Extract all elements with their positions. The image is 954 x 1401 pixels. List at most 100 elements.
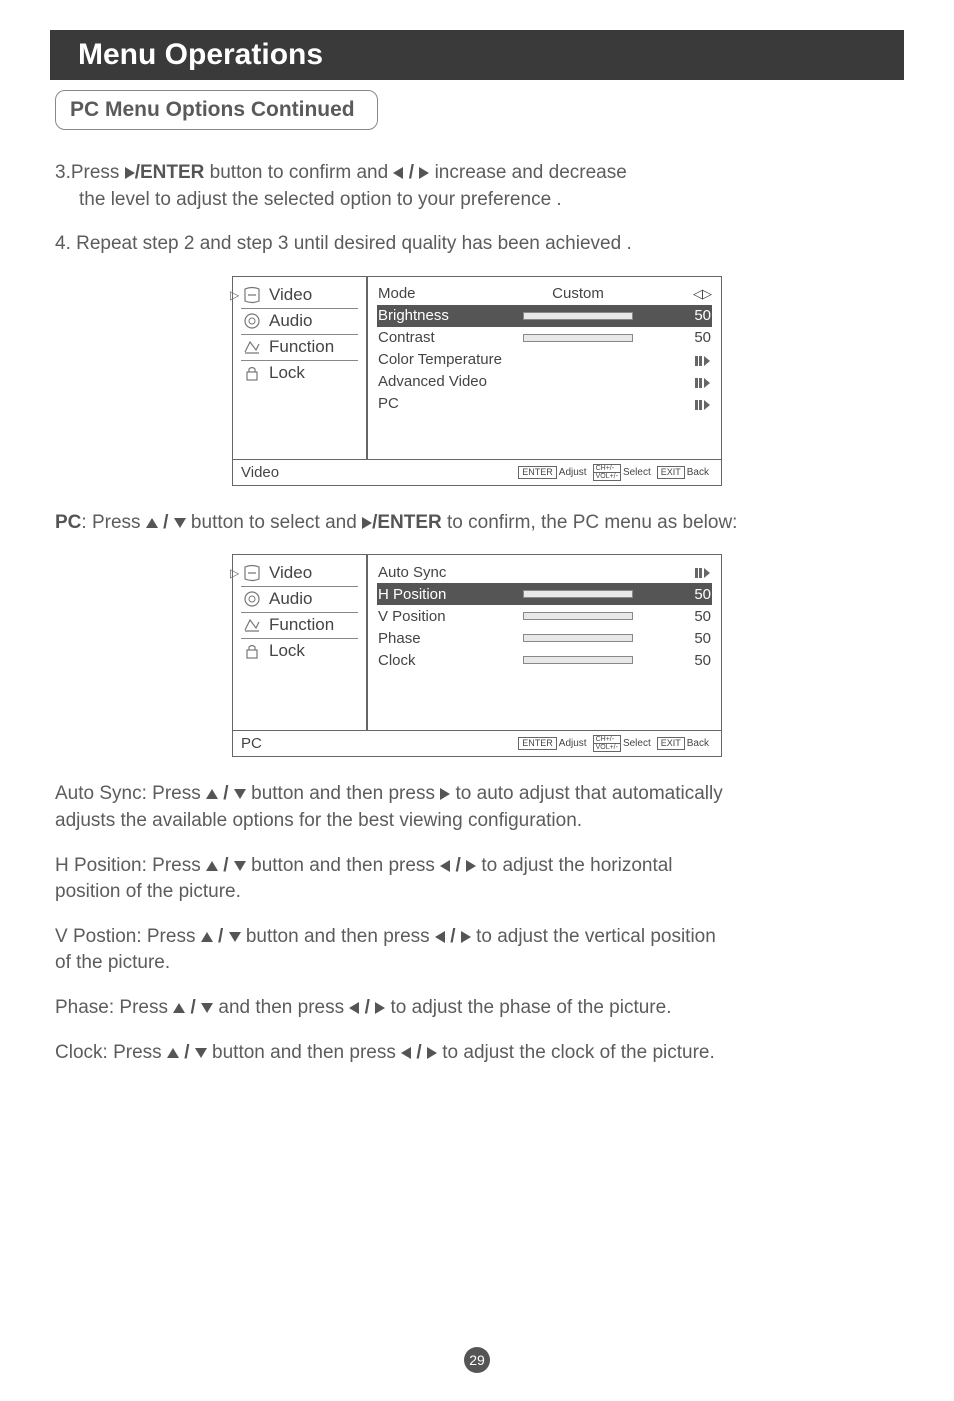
osd-nav-panel: ▷ Video Audio Function Lock xyxy=(233,555,368,730)
t: of the picture. xyxy=(55,952,170,973)
up-triangle-icon xyxy=(146,518,158,528)
t: to adjust the phase of the picture. xyxy=(385,997,671,1018)
t: / xyxy=(218,783,234,804)
t: Audio xyxy=(269,589,312,609)
t: / xyxy=(411,1042,427,1063)
key-exit: EXIT xyxy=(657,466,685,479)
t: / xyxy=(218,855,234,876)
t: H Position xyxy=(378,586,523,603)
autosync-desc: Auto Sync: Press / button and then press… xyxy=(55,781,899,834)
row-mode[interactable]: Mode Custom ◁▷ xyxy=(378,283,711,305)
osd-video-menu: ▷ Video Audio Function Lock Mode Custom … xyxy=(232,276,722,486)
t: Video xyxy=(269,285,312,305)
t: / xyxy=(403,162,419,183)
row-contrast[interactable]: Contrast 50 xyxy=(378,327,711,349)
t: Auto Sync xyxy=(378,564,523,581)
t: Advanced Video xyxy=(378,373,523,390)
submenu-icon xyxy=(695,565,711,580)
down-triangle-icon xyxy=(201,1003,213,1013)
submenu-icon xyxy=(695,374,711,389)
osd-pc-menu: ▷ Video Audio Function Lock Auto Sync xyxy=(232,554,722,757)
t: Function xyxy=(269,337,334,357)
down-triangle-icon xyxy=(195,1048,207,1058)
slider-track xyxy=(523,334,633,342)
nav-function[interactable]: Function xyxy=(241,613,358,639)
t: Audio xyxy=(269,311,312,331)
row-clock[interactable]: Clock 50 xyxy=(378,649,711,671)
t: / xyxy=(359,997,375,1018)
function-icon xyxy=(241,615,263,635)
nav-video[interactable]: ▷ Video xyxy=(241,283,358,309)
nav-audio[interactable]: Audio xyxy=(241,587,358,613)
down-triangle-icon xyxy=(229,932,241,942)
nav-function[interactable]: Function xyxy=(241,335,358,361)
hpos-desc: H Position: Press / button and then pres… xyxy=(55,853,899,906)
down-triangle-icon xyxy=(234,861,246,871)
t: Custom xyxy=(523,285,633,302)
t: position of the picture. xyxy=(55,881,241,902)
row-colortemp[interactable]: Color Temperature xyxy=(378,349,711,371)
t: Video xyxy=(269,563,312,583)
row-brightness[interactable]: Brightness 50 xyxy=(377,305,712,327)
row-autosync[interactable]: Auto Sync xyxy=(378,561,711,583)
down-triangle-icon xyxy=(234,789,246,799)
t: to confirm, the PC menu as below: xyxy=(442,512,738,533)
osd-nav-panel: ▷ Video Audio Function Lock xyxy=(233,277,368,459)
vpos-desc: V Postion: Press / button and then press… xyxy=(55,924,899,977)
osd-settings-panel: Auto Sync H Position 50 V Position 50 Ph… xyxy=(367,555,721,730)
osd-footer: PC ENTERAdjust CH+/-VOL+/-Select EXITBac… xyxy=(233,730,721,756)
audio-icon xyxy=(241,311,263,331)
t: 50 xyxy=(671,329,711,346)
row-pc[interactable]: PC xyxy=(378,393,711,415)
t: Adjust xyxy=(559,467,587,478)
up-triangle-icon xyxy=(201,932,213,942)
t: 3.Press xyxy=(55,162,125,183)
right-triangle-icon xyxy=(466,860,476,872)
slider-track xyxy=(523,612,633,620)
osd-settings-panel: Mode Custom ◁▷ Brightness 50 Contrast 50… xyxy=(367,277,721,459)
t: Video xyxy=(241,464,371,481)
t: Contrast xyxy=(378,329,523,346)
t: 50 xyxy=(671,307,711,324)
row-advvideo[interactable]: Advanced Video xyxy=(378,371,711,393)
row-vpos[interactable]: V Position 50 xyxy=(378,605,711,627)
nav-lock[interactable]: Lock xyxy=(241,361,358,386)
t: button and then press xyxy=(241,926,435,947)
lock-icon xyxy=(241,641,263,661)
osd-footer: Video ENTERAdjust CH+/-VOL+/-Select EXIT… xyxy=(233,459,721,485)
nav-lock[interactable]: Lock xyxy=(241,639,358,664)
pc-line: PC: Press / button to select and /ENTER … xyxy=(55,510,899,537)
t: V Postion: Press xyxy=(55,926,201,947)
down-triangle-icon xyxy=(174,518,186,528)
t: Adjust xyxy=(559,738,587,749)
left-triangle-icon xyxy=(393,167,403,179)
key-exit: EXIT xyxy=(657,737,685,750)
right-triangle-icon xyxy=(125,167,135,179)
nav-audio[interactable]: Audio xyxy=(241,309,358,335)
up-triangle-icon xyxy=(173,1003,185,1013)
row-hpos[interactable]: H Position 50 xyxy=(377,583,712,605)
page-number: 29 xyxy=(464,1347,490,1373)
t: to adjust the vertical position xyxy=(471,926,716,947)
t: Back xyxy=(687,738,709,749)
t: 50 xyxy=(671,608,711,625)
t: Lock xyxy=(269,641,305,661)
right-triangle-icon xyxy=(362,517,372,529)
left-triangle-icon xyxy=(401,1047,411,1059)
right-triangle-icon xyxy=(375,1002,385,1014)
up-triangle-icon xyxy=(206,789,218,799)
t: button to select and xyxy=(186,512,362,533)
t: V Position xyxy=(378,608,523,625)
slider-track xyxy=(523,312,633,320)
slider-track xyxy=(523,634,633,642)
selected-triangle-icon: ▷ xyxy=(230,288,239,302)
t: Back xyxy=(687,467,709,478)
step4-text: 4. Repeat step 2 and step 3 until desire… xyxy=(55,231,899,258)
row-phase[interactable]: Phase 50 xyxy=(378,627,711,649)
key-ch-vol: CH+/-VOL+/- xyxy=(593,735,621,752)
t: and then press xyxy=(213,997,349,1018)
selected-triangle-icon: ▷ xyxy=(230,566,239,580)
nav-video[interactable]: ▷ Video xyxy=(241,561,358,587)
t: PC xyxy=(241,735,371,752)
t: 50 xyxy=(671,586,711,603)
